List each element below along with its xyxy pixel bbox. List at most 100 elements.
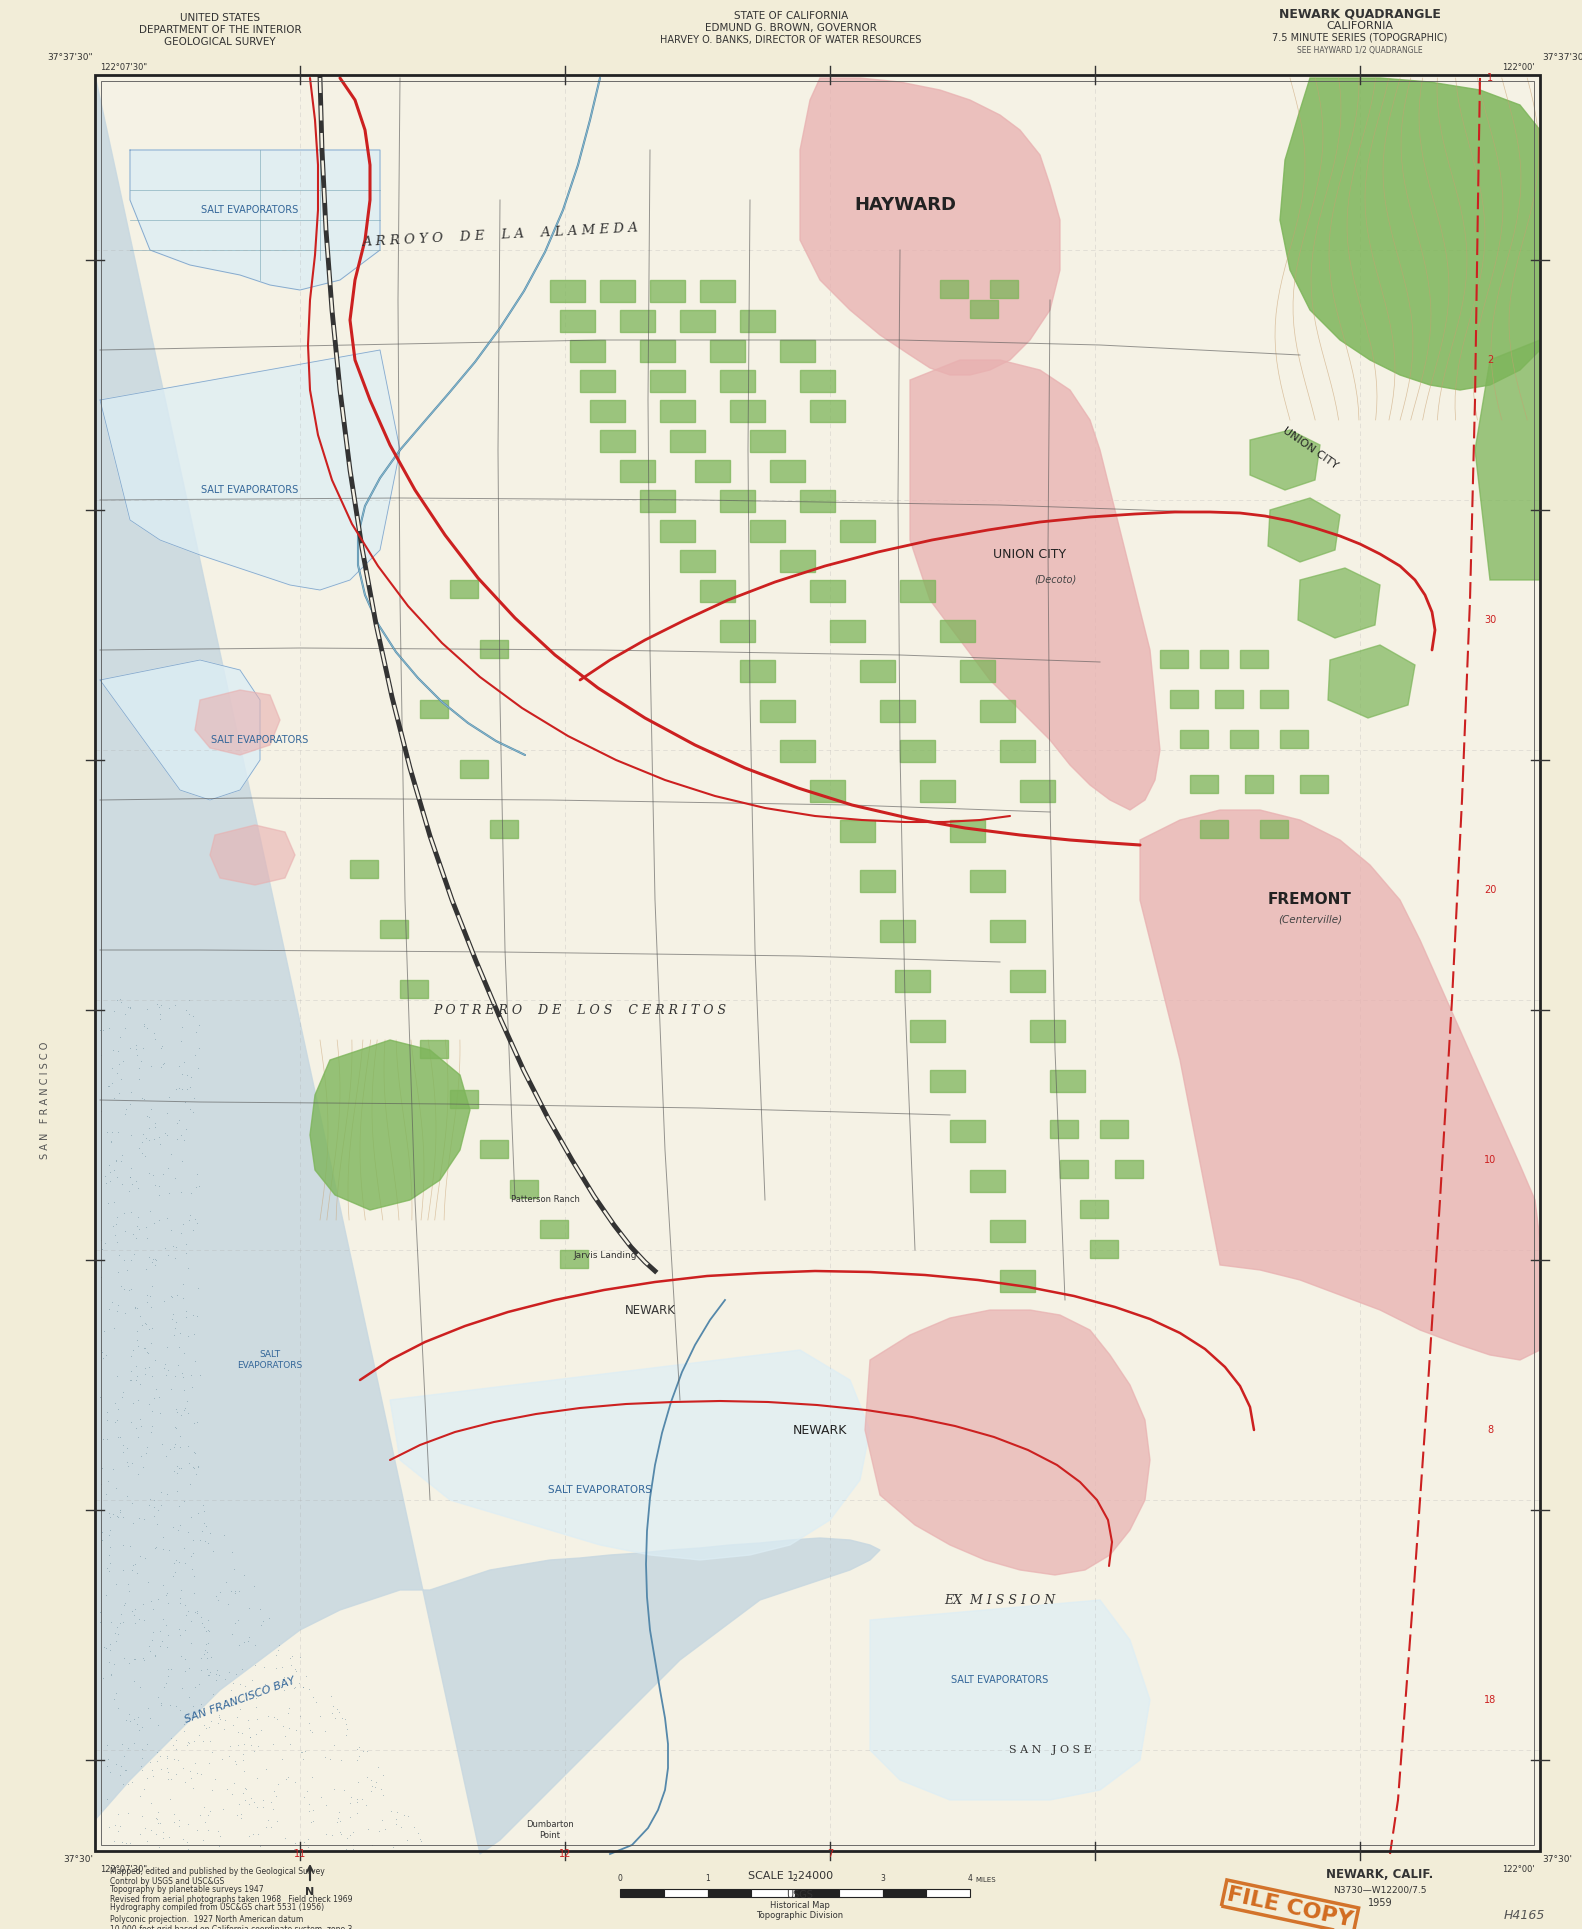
Bar: [1000, 1269, 1035, 1292]
Bar: [770, 459, 805, 482]
Polygon shape: [100, 349, 400, 590]
Bar: [650, 280, 685, 303]
Bar: [800, 490, 835, 511]
Text: 37°37'30": 37°37'30": [1542, 52, 1582, 62]
Bar: [951, 820, 986, 841]
Text: 8: 8: [1487, 1426, 1493, 1435]
Text: N3730—W12200/7.5: N3730—W12200/7.5: [1334, 1885, 1427, 1894]
Text: 20: 20: [1484, 885, 1497, 895]
Bar: [449, 1090, 478, 1107]
Text: NEWARK: NEWARK: [793, 1424, 848, 1437]
Bar: [750, 430, 785, 451]
Polygon shape: [310, 1040, 470, 1209]
Text: Hydrography compiled from USC&GS chart 5531 (1956): Hydrography compiled from USC&GS chart 5…: [111, 1904, 324, 1912]
Bar: [699, 280, 736, 303]
Bar: [1259, 691, 1288, 708]
Polygon shape: [1280, 77, 1539, 390]
Bar: [1180, 729, 1209, 748]
Text: FILE COPY: FILE COPY: [1226, 1885, 1354, 1929]
Bar: [780, 340, 815, 363]
Text: 7.5 MINUTE SERIES (TOPOGRAPHIC): 7.5 MINUTE SERIES (TOPOGRAPHIC): [1272, 33, 1448, 42]
Bar: [1229, 729, 1258, 748]
Bar: [840, 820, 875, 841]
Text: 37°30': 37°30': [63, 1854, 93, 1863]
Bar: [940, 619, 975, 642]
Text: USGS: USGS: [786, 1890, 813, 1900]
Polygon shape: [95, 75, 880, 1854]
Bar: [910, 1020, 944, 1042]
Text: MILES: MILES: [975, 1877, 995, 1883]
Text: NEWARK, CALIF.: NEWARK, CALIF.: [1326, 1869, 1433, 1881]
Bar: [1030, 1020, 1065, 1042]
Bar: [900, 741, 935, 762]
Bar: [509, 1181, 538, 1198]
Bar: [1050, 1071, 1085, 1092]
Text: GEOLOGICAL SURVEY: GEOLOGICAL SURVEY: [165, 37, 275, 46]
Text: (Centerville): (Centerville): [1278, 914, 1342, 926]
Text: FREMONT: FREMONT: [1269, 893, 1353, 907]
Text: SALT EVAPORATORS: SALT EVAPORATORS: [951, 1674, 1049, 1686]
Text: 122°00': 122°00': [1503, 62, 1535, 71]
Bar: [780, 550, 815, 573]
Text: 30: 30: [1484, 615, 1497, 625]
Bar: [831, 619, 865, 642]
Bar: [1259, 820, 1288, 837]
Bar: [1201, 650, 1228, 667]
Bar: [620, 459, 655, 482]
Text: Dumbarton
Point: Dumbarton Point: [527, 1821, 574, 1840]
Text: (Decoto): (Decoto): [1035, 575, 1076, 584]
Bar: [990, 280, 1017, 297]
Bar: [660, 399, 694, 422]
Bar: [1160, 650, 1188, 667]
Polygon shape: [100, 660, 259, 801]
Polygon shape: [1269, 498, 1340, 561]
Text: 0: 0: [617, 1873, 622, 1883]
Bar: [551, 280, 585, 303]
Bar: [1020, 779, 1055, 802]
Polygon shape: [130, 150, 380, 289]
Bar: [680, 550, 715, 573]
Bar: [880, 920, 914, 941]
Bar: [740, 660, 775, 683]
Polygon shape: [870, 1599, 1150, 1800]
Bar: [570, 340, 604, 363]
Text: UNITED STATES: UNITED STATES: [180, 14, 259, 23]
Text: 37°30': 37°30': [1542, 1854, 1573, 1863]
Bar: [380, 920, 408, 937]
Text: SALT EVAPORATORS: SALT EVAPORATORS: [212, 735, 308, 745]
Bar: [838, 1888, 883, 1896]
Bar: [930, 1071, 965, 1092]
Text: Historical Map: Historical Map: [770, 1900, 831, 1910]
Bar: [759, 700, 796, 721]
Bar: [1081, 1200, 1107, 1217]
Text: N: N: [305, 1887, 315, 1896]
Text: 1: 1: [1487, 73, 1493, 83]
Bar: [880, 700, 914, 721]
Bar: [720, 619, 755, 642]
Polygon shape: [1297, 567, 1380, 638]
Polygon shape: [1327, 644, 1414, 718]
Bar: [1201, 820, 1228, 837]
Text: SALT EVAPORATORS: SALT EVAPORATORS: [201, 204, 299, 214]
Text: NEWARK QUADRANGLE: NEWARK QUADRANGLE: [1280, 8, 1441, 21]
Bar: [680, 311, 715, 332]
Text: 1959: 1959: [1368, 1898, 1392, 1908]
Text: Control by USGS and USC&GS: Control by USGS and USC&GS: [111, 1877, 225, 1885]
Text: SAN FRANCISCO BAY: SAN FRANCISCO BAY: [184, 1674, 296, 1725]
Bar: [1300, 775, 1327, 793]
Text: SEE HAYWARD 1/2 QUADRANGLE: SEE HAYWARD 1/2 QUADRANGLE: [1297, 46, 1422, 54]
Bar: [780, 741, 815, 762]
Bar: [664, 1888, 707, 1896]
Bar: [707, 1888, 751, 1896]
Bar: [810, 399, 845, 422]
Bar: [921, 779, 956, 802]
Bar: [560, 311, 595, 332]
Bar: [900, 581, 935, 602]
Text: Topographic Division: Topographic Division: [756, 1910, 843, 1919]
Text: H4165: H4165: [1503, 1910, 1546, 1921]
Bar: [650, 370, 685, 392]
Text: A R R O Y O    D E    L A    A L A M E D A: A R R O Y O D E L A A L A M E D A: [362, 222, 639, 249]
Bar: [641, 490, 676, 511]
Text: HARVEY O. BANKS, DIRECTOR OF WATER RESOURCES: HARVEY O. BANKS, DIRECTOR OF WATER RESOU…: [660, 35, 922, 44]
Text: EX  M I S S I O N: EX M I S S I O N: [944, 1593, 1055, 1607]
